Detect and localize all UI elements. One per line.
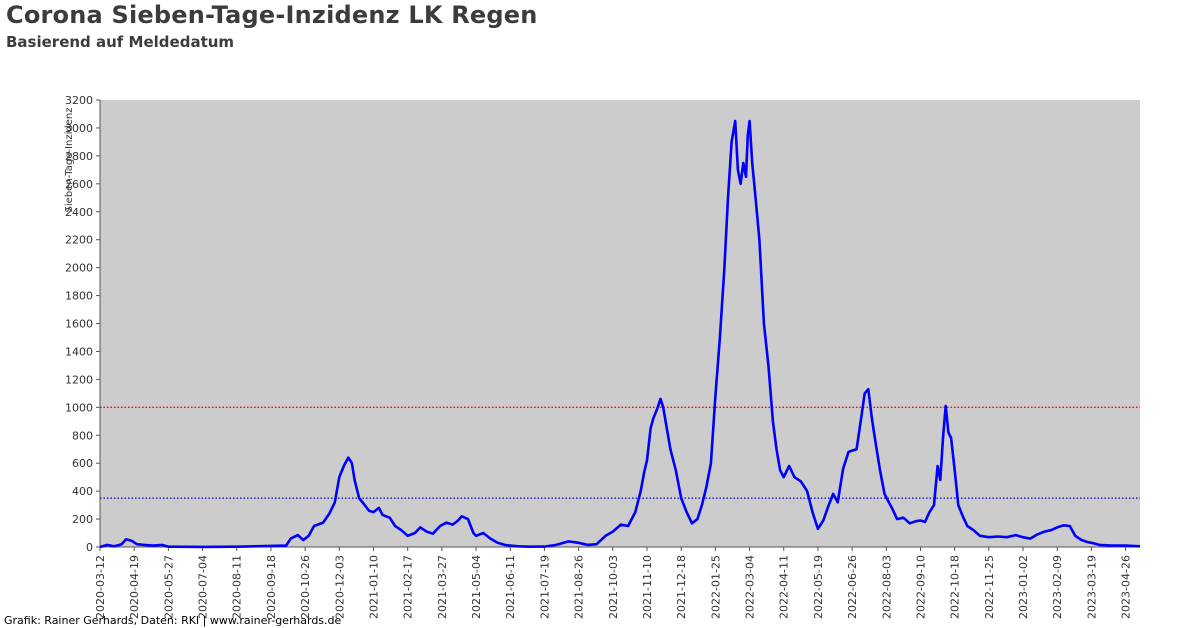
- y-tick-label: 1400: [65, 345, 93, 358]
- footer-credit: Grafik: Rainer Gerhards, Daten: RKI | ww…: [4, 614, 342, 627]
- x-tick-label: 2023-04-26: [1120, 555, 1133, 619]
- y-tick-label: 400: [72, 485, 93, 498]
- x-tick-label: 2022-01-25: [709, 555, 722, 619]
- x-tick-label: 2021-08-26: [573, 555, 586, 619]
- y-tick-label: 1000: [65, 401, 93, 414]
- x-tick-label: 2022-10-18: [949, 555, 962, 619]
- chart-subtitle: Basierend auf Meldedatum: [6, 33, 235, 51]
- x-tick-label: 2021-11-10: [641, 555, 654, 619]
- x-tick-label: 2021-02-17: [402, 555, 415, 619]
- x-tick-label: 2020-08-11: [231, 555, 244, 619]
- x-tick-label: 2022-04-11: [778, 555, 791, 619]
- x-tick-label: 2020-04-19: [128, 555, 141, 619]
- x-tick-label: 2022-05-19: [812, 555, 825, 619]
- x-tick-label: 2020-05-27: [162, 555, 175, 619]
- y-tick-label: 1600: [65, 318, 93, 331]
- y-tick-label: 200: [72, 513, 93, 526]
- x-tick-label: 2021-03-27: [436, 555, 449, 619]
- x-tick-label: 2021-12-18: [675, 555, 688, 619]
- y-tick-label: 0: [86, 541, 93, 554]
- y-tick-label: 2000: [65, 262, 93, 275]
- x-tick-label: 2022-06-26: [846, 555, 859, 619]
- y-tick-label: 600: [72, 457, 93, 470]
- incidence-series-line: [99, 119, 1141, 549]
- y-tick-label: 800: [72, 429, 93, 442]
- x-tick-label: 2023-02-09: [1051, 555, 1064, 619]
- x-tick-label: 2022-08-03: [880, 555, 893, 619]
- x-tick-label: 2023-01-02: [1017, 555, 1030, 619]
- y-tick-label: 3000: [65, 122, 93, 135]
- y-tick-label: 3200: [65, 94, 93, 107]
- y-tick-label: 1800: [65, 290, 93, 303]
- x-tick-label: 2022-11-25: [983, 555, 996, 619]
- x-tick-label: 2021-07-19: [538, 555, 551, 619]
- x-tick-label: 2020-03-12: [94, 555, 107, 619]
- x-tick-label: 2021-01-10: [367, 555, 380, 619]
- x-tick-label: 2023-03-19: [1085, 555, 1098, 619]
- y-tick-label: 2800: [65, 150, 93, 163]
- plot-area: [100, 100, 1140, 547]
- y-tick-label: 2600: [65, 178, 93, 191]
- y-tick-label: 2400: [65, 206, 93, 219]
- x-axis: 2020-03-12 2020-04-19 2020-05-27 2020-07-04…: [94, 546, 1140, 619]
- x-tick-label: 2020-12-03: [333, 555, 346, 619]
- y-tick-label: 1200: [65, 373, 93, 386]
- x-tick-label: 2021-06-11: [504, 555, 517, 619]
- x-tick-label: 2020-09-18: [265, 555, 278, 619]
- y-axis: 0 200 400 600 800 1000 1200 1400 1600 1800 2000 220…: [65, 94, 101, 554]
- x-tick-label: 2020-10-26: [299, 555, 312, 619]
- y-axis-label: Sieben-Tage-Inzidenz: [64, 108, 75, 213]
- x-tick-label: 2020-07-04: [197, 555, 210, 619]
- x-tick-label: 2021-10-03: [607, 555, 620, 619]
- x-tick-label: 2021-05-04: [470, 555, 483, 619]
- y-tick-label: 2200: [65, 234, 93, 247]
- x-tick-label: 2022-03-04: [744, 555, 757, 619]
- x-tick-label: 2022-09-10: [914, 555, 927, 619]
- chart-title: Corona Sieben-Tage-Inzidenz LK Regen: [6, 1, 538, 29]
